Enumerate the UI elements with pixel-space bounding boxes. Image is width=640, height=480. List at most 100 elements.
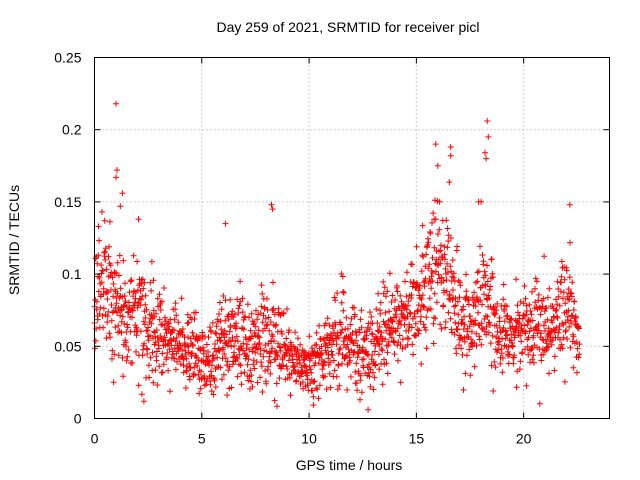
data-point — [208, 388, 215, 395]
data-point — [101, 217, 108, 224]
data-point — [494, 300, 501, 307]
data-point — [189, 342, 196, 349]
data-point — [383, 360, 390, 367]
data-point — [570, 364, 577, 371]
data-point — [443, 217, 450, 224]
data-point — [106, 243, 113, 250]
data-point — [267, 370, 274, 377]
data-point — [248, 333, 255, 340]
data-point — [116, 252, 123, 259]
data-point — [358, 307, 365, 314]
data-point — [322, 320, 329, 327]
data-point — [99, 208, 105, 215]
data-point — [276, 375, 283, 382]
data-point — [392, 328, 399, 335]
data-point — [235, 305, 242, 312]
data-point — [210, 355, 217, 362]
data-point — [475, 321, 482, 328]
data-point — [397, 342, 404, 348]
y-axis-tick-labels: 0 0.05 0.1 0.15 0.2 0.25 — [54, 50, 81, 427]
data-point — [203, 341, 210, 348]
data-point — [501, 318, 508, 325]
data-point — [222, 317, 229, 324]
data-point — [484, 278, 491, 285]
data-point — [182, 351, 189, 358]
data-point — [403, 293, 410, 300]
data-point — [129, 314, 135, 321]
data-point — [272, 348, 279, 354]
data-point — [513, 276, 520, 283]
data-point — [476, 336, 483, 343]
data-point — [157, 333, 164, 339]
data-point — [368, 313, 375, 320]
data-point — [409, 341, 416, 348]
data-point — [559, 320, 566, 327]
data-point — [114, 308, 121, 315]
data-point — [530, 359, 537, 366]
data-point — [509, 343, 516, 350]
data-point — [344, 325, 351, 332]
data-point — [472, 279, 479, 286]
data-point — [353, 337, 359, 344]
data-point — [452, 319, 459, 326]
data-point — [366, 373, 373, 380]
data-point — [171, 327, 177, 334]
data-point — [138, 280, 145, 287]
data-point — [217, 364, 224, 371]
data-point — [95, 252, 102, 259]
data-point — [442, 324, 449, 331]
data-point — [422, 327, 429, 333]
data-point — [334, 290, 341, 296]
data-point — [330, 357, 337, 364]
data-point — [310, 393, 317, 400]
data-point — [254, 379, 261, 386]
data-point — [562, 328, 569, 335]
data-point — [444, 269, 451, 276]
data-point — [484, 118, 491, 124]
data-point — [329, 352, 336, 358]
data-point — [169, 348, 176, 355]
data-point — [502, 327, 509, 334]
data-point — [438, 274, 445, 281]
data-point — [192, 309, 199, 316]
data-point — [286, 327, 293, 334]
data-point — [316, 322, 323, 329]
data-point — [396, 318, 403, 325]
data-point — [371, 374, 378, 381]
data-point — [327, 384, 334, 391]
data-point — [522, 295, 529, 302]
data-point — [441, 256, 448, 263]
data-point — [464, 352, 470, 359]
data-point — [159, 369, 166, 376]
data-point — [574, 345, 581, 352]
data-point — [436, 226, 443, 233]
data-point — [499, 355, 506, 362]
data-point — [521, 312, 528, 319]
data-point — [225, 316, 232, 323]
data-point — [433, 299, 440, 306]
data-point — [337, 321, 344, 328]
data-point — [119, 190, 126, 197]
data-point — [386, 308, 393, 315]
data-point — [185, 334, 191, 341]
data-point — [284, 306, 290, 312]
data-point — [548, 341, 555, 348]
data-point — [102, 248, 108, 255]
data-point — [358, 389, 365, 396]
data-point — [263, 380, 270, 387]
data-point — [425, 239, 432, 246]
data-point — [389, 318, 396, 325]
axis-ticks — [94, 57, 610, 419]
data-point — [430, 320, 437, 327]
data-point — [444, 260, 451, 267]
data-point — [524, 343, 531, 350]
data-point — [535, 291, 542, 298]
data-point — [208, 328, 215, 335]
data-point — [324, 334, 331, 341]
data-point — [258, 363, 265, 370]
data-point — [502, 335, 509, 342]
data-point — [334, 386, 341, 393]
data-point — [272, 322, 279, 329]
data-point — [320, 335, 327, 342]
data-point — [369, 352, 376, 358]
